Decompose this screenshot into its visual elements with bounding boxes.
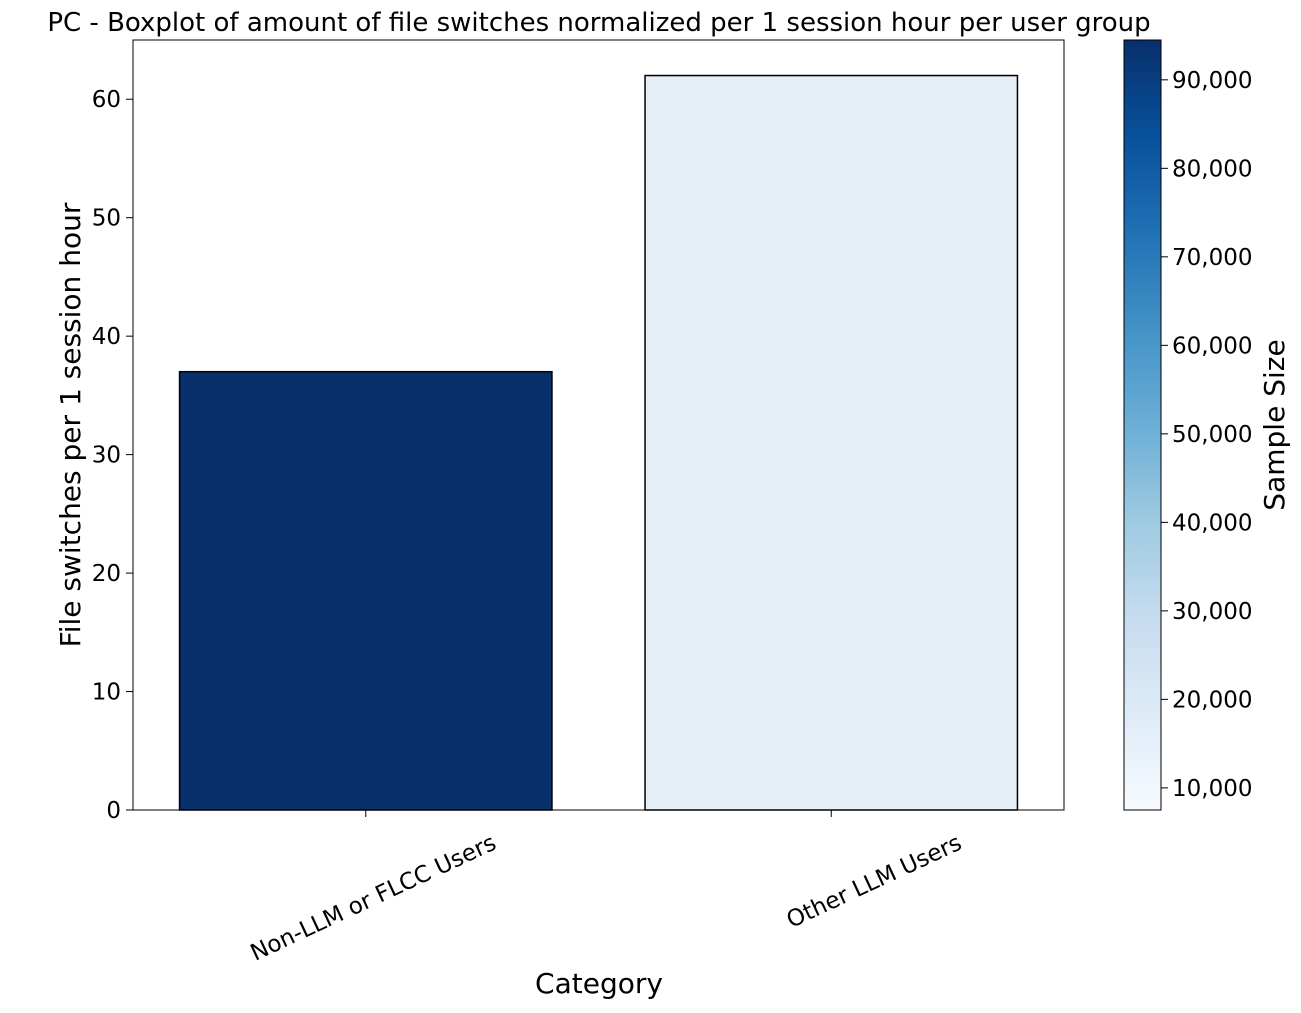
- colorbar-fill: [1123, 39, 1162, 811]
- colorbar-tick-label: 60,000: [1172, 333, 1252, 359]
- plot-area: [132, 39, 1065, 811]
- bar: [178, 370, 553, 811]
- y-tick-label: 50: [92, 206, 121, 232]
- y-tick-label: 60: [92, 87, 121, 113]
- colorbar-tick-label: 30,000: [1172, 599, 1252, 625]
- y-axis: 0 10 20 30 40 50 60: [92, 87, 133, 824]
- bar: [644, 74, 1019, 811]
- y-axis-label: File switches per 1 session hour: [54, 202, 87, 647]
- colorbar-tick-label: 20,000: [1172, 687, 1252, 713]
- y-tick-label: 20: [92, 561, 121, 587]
- colorbar-tick-label: 40,000: [1172, 510, 1252, 536]
- x-axis-label: Category: [535, 967, 663, 1000]
- x-axis: Non-LLM or FLCC Users Other LLM Users: [247, 810, 966, 967]
- colorbar-tick-label: 80,000: [1172, 156, 1252, 182]
- y-tick-label: 0: [106, 798, 121, 824]
- y-tick-label: 40: [92, 324, 121, 350]
- colorbar-tick-label: 70,000: [1172, 245, 1252, 271]
- y-tick-label: 30: [92, 443, 121, 469]
- y-tick-label: 10: [92, 680, 121, 706]
- colorbar-tick-label: 10,000: [1172, 776, 1252, 802]
- x-tick-label: Non-LLM or FLCC Users: [247, 830, 501, 967]
- chart-title: PC - Boxplot of amount of file switches …: [47, 8, 1150, 38]
- colorbar-label: Sample Size: [1258, 339, 1291, 510]
- colorbar-tick-label: 50,000: [1172, 422, 1252, 448]
- colorbar-tick-label: 90,000: [1172, 68, 1252, 94]
- bars-group: [178, 74, 1019, 811]
- x-tick-label: Other LLM Users: [783, 830, 966, 934]
- colorbar: 10,000 20,000 30,000 40,000 50,000 60,000 70,0…: [1123, 39, 1291, 811]
- colorbar-ticks: 10,000 20,000 30,000 40,000 50,000 60,000 70,0…: [1161, 68, 1252, 802]
